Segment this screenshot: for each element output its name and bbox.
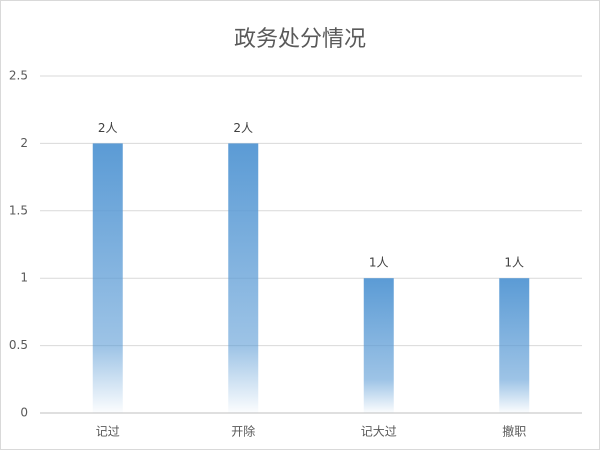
bar xyxy=(92,143,123,413)
y-tick-label: 1 xyxy=(20,271,28,285)
y-tick-label: 0 xyxy=(20,406,28,420)
y-tick-label: 0.5 xyxy=(9,338,28,352)
y-tick-label: 2.5 xyxy=(9,69,28,83)
value-label: 2人 xyxy=(98,121,118,135)
bar xyxy=(499,278,530,413)
x-tick-label: 撤职 xyxy=(502,424,526,439)
y-tick-label: 1.5 xyxy=(9,203,28,217)
x-tick-label: 记大过 xyxy=(361,425,397,439)
x-tick-label: 开除 xyxy=(231,424,255,439)
chart-title: 政务处分情况 xyxy=(234,27,366,52)
bar xyxy=(228,143,259,413)
bar xyxy=(363,278,394,413)
value-label: 1人 xyxy=(369,256,389,270)
y-tick-label: 2 xyxy=(20,136,28,150)
value-label: 2人 xyxy=(233,121,253,135)
x-tick-label: 记过 xyxy=(96,425,120,439)
value-label: 1人 xyxy=(504,256,524,270)
